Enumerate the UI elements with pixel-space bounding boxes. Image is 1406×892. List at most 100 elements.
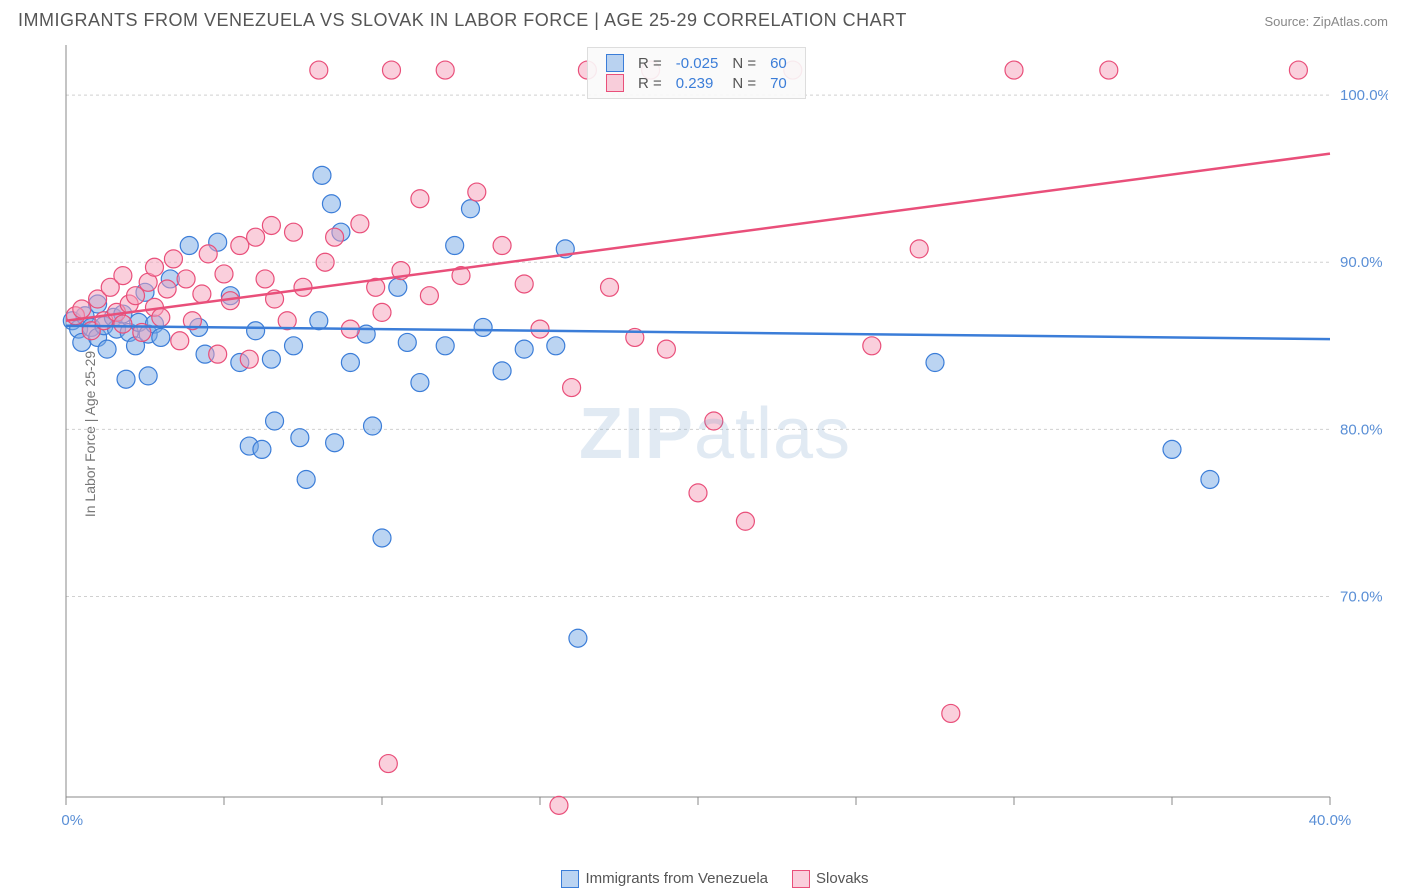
data-point <box>373 529 391 547</box>
data-point <box>468 183 486 201</box>
data-point <box>73 300 91 318</box>
data-point <box>316 253 334 271</box>
plot-area: In Labor Force | Age 25-29 70.0%80.0%90.… <box>42 39 1388 829</box>
data-point <box>285 223 303 241</box>
data-point <box>262 216 280 234</box>
data-point <box>310 312 328 330</box>
legend-label: Immigrants from Venezuela <box>585 870 768 887</box>
data-point <box>736 512 754 530</box>
legend-swatch <box>606 54 624 72</box>
data-point <box>253 440 271 458</box>
data-point <box>177 270 195 288</box>
data-point <box>446 237 464 255</box>
data-point <box>256 270 274 288</box>
data-point <box>247 322 265 340</box>
data-point <box>231 237 249 255</box>
data-point <box>569 629 587 647</box>
data-point <box>139 367 157 385</box>
n-value: 70 <box>764 74 793 92</box>
data-point <box>531 320 549 338</box>
header: IMMIGRANTS FROM VENEZUELA VS SLOVAK IN L… <box>0 0 1406 39</box>
svg-text:100.0%: 100.0% <box>1340 87 1388 104</box>
data-point <box>364 417 382 435</box>
data-point <box>145 258 163 276</box>
data-point <box>297 470 315 488</box>
data-point <box>657 340 675 358</box>
chart-title: IMMIGRANTS FROM VENEZUELA VS SLOVAK IN L… <box>18 10 907 31</box>
data-point <box>291 429 309 447</box>
r-value: -0.025 <box>670 54 725 72</box>
data-point <box>193 285 211 303</box>
data-point <box>341 354 359 372</box>
data-point <box>351 215 369 233</box>
data-point <box>117 370 135 388</box>
series-legend: Immigrants from Venezuela Slovaks <box>0 870 1406 888</box>
data-point <box>547 337 565 355</box>
data-point <box>411 190 429 208</box>
data-point <box>689 484 707 502</box>
data-point <box>114 315 132 333</box>
data-point <box>152 308 170 326</box>
data-point <box>209 345 227 363</box>
data-point <box>164 250 182 268</box>
legend-swatch <box>606 74 624 92</box>
svg-text:0.0%: 0.0% <box>60 812 83 829</box>
data-point <box>942 704 960 722</box>
svg-text:80.0%: 80.0% <box>1340 421 1383 438</box>
r-label: R = <box>632 54 668 72</box>
data-point <box>373 303 391 321</box>
data-point <box>474 318 492 336</box>
data-point <box>461 200 479 218</box>
data-point <box>493 237 511 255</box>
data-point <box>515 340 533 358</box>
data-point <box>322 195 340 213</box>
svg-text:40.0%: 40.0% <box>1309 812 1352 829</box>
data-point <box>550 796 568 814</box>
data-point <box>515 275 533 293</box>
data-point <box>266 412 284 430</box>
data-point <box>1005 61 1023 79</box>
source-attribution: Source: ZipAtlas.com <box>1264 14 1388 29</box>
data-point <box>601 278 619 296</box>
data-point <box>379 755 397 773</box>
data-point <box>158 280 176 298</box>
data-point <box>436 61 454 79</box>
data-point <box>199 245 217 263</box>
legend-swatch <box>792 870 810 888</box>
data-point <box>1163 440 1181 458</box>
data-point <box>247 228 265 246</box>
data-point <box>310 61 328 79</box>
data-point <box>863 337 881 355</box>
data-point <box>215 265 233 283</box>
svg-text:70.0%: 70.0% <box>1340 588 1383 605</box>
data-point <box>926 354 944 372</box>
data-point <box>1201 470 1219 488</box>
data-point <box>493 362 511 380</box>
data-point <box>313 166 331 184</box>
legend-swatch <box>561 870 579 888</box>
data-point <box>411 374 429 392</box>
data-point <box>114 267 132 285</box>
data-point <box>180 237 198 255</box>
n-label: N = <box>726 54 762 72</box>
r-value: 0.239 <box>670 74 725 92</box>
data-point <box>262 350 280 368</box>
data-point <box>152 328 170 346</box>
r-label: R = <box>632 74 668 92</box>
data-point <box>98 340 116 358</box>
data-point <box>420 287 438 305</box>
data-point <box>389 278 407 296</box>
data-point <box>326 434 344 452</box>
legend-label: Slovaks <box>816 870 869 887</box>
data-point <box>563 379 581 397</box>
n-label: N = <box>726 74 762 92</box>
data-point <box>1289 61 1307 79</box>
correlation-legend: R =-0.025N =60 R =0.239N =70 <box>587 47 806 99</box>
data-point <box>285 337 303 355</box>
data-point <box>240 350 258 368</box>
scatter-chart: 70.0%80.0%90.0%100.0% 0.0%40.0% <box>60 39 1388 829</box>
data-point <box>705 412 723 430</box>
n-value: 60 <box>764 54 793 72</box>
data-point <box>436 337 454 355</box>
data-point <box>326 228 344 246</box>
